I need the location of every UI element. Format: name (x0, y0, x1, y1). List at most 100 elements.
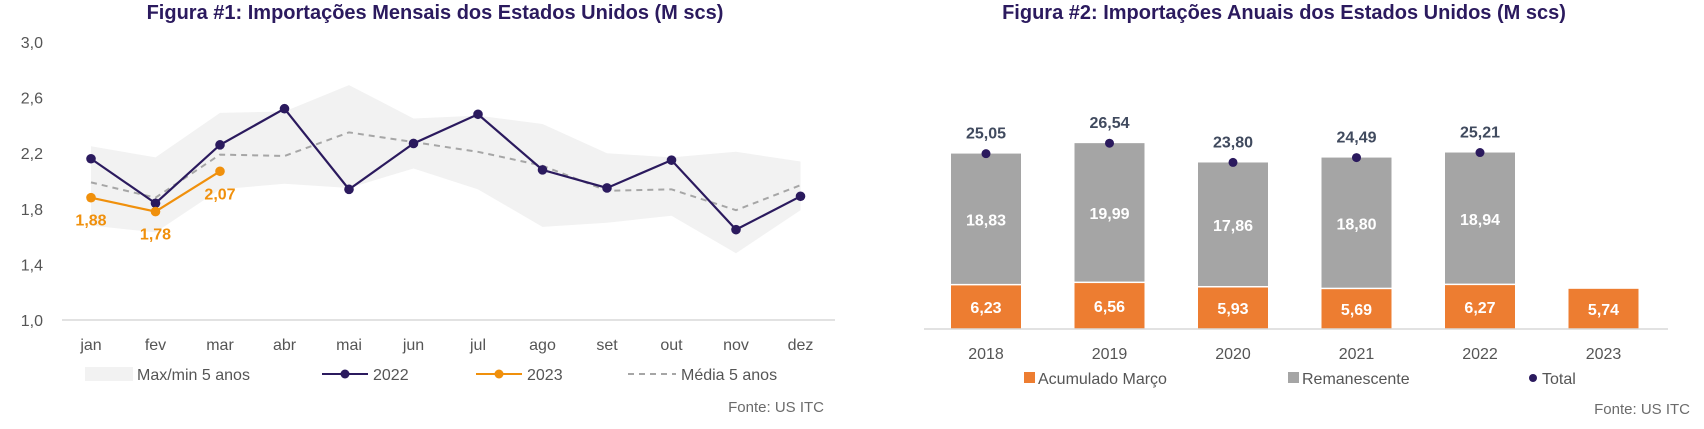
series-2023-point (215, 166, 225, 177)
total-label: 23,80 (1213, 134, 1253, 151)
bar-remaining (1445, 152, 1515, 284)
bar-accumulated (1198, 287, 1268, 329)
bar-accumulated-label: 5,93 (1217, 301, 1248, 318)
legend-total-label: Total (1542, 371, 1576, 388)
series-2022-point (344, 184, 354, 195)
chart2-x-tick: 2021 (1339, 346, 1375, 363)
bar-accumulated-label: 6,27 (1464, 300, 1495, 317)
legend-accumulated-swatch (1024, 372, 1035, 383)
bar-remaining (1321, 157, 1392, 288)
legend-accumulated-label: Acumulado Março (1038, 371, 1167, 388)
series-2022-point (150, 198, 161, 209)
chart1-y-ticks: 1,0 1,4 1,8 2,2 2,6 3,0 (21, 35, 43, 330)
legend-remaining-label: Remanescente (1302, 371, 1410, 388)
chart2-x-tick: 2019 (1092, 346, 1128, 363)
chart1-x-tick: nov (723, 337, 749, 354)
chart2-legend: Acumulado Março Remanescente Total (1024, 371, 1576, 388)
chart2-x-tick: 2022 (1462, 346, 1498, 363)
total-label: 25,21 (1460, 125, 1500, 142)
legend-2022-marker (340, 369, 350, 379)
chart1-y-tick: 2,6 (21, 91, 43, 108)
series-2023-point (150, 206, 161, 217)
chart1-x-tick: mai (336, 337, 362, 354)
chart1-x-ticks: jan fev mar abr mai jun jul ago set out nov dez (79, 337, 813, 354)
chart1-band-layer (91, 85, 801, 254)
monthly-imports-chart: Figura #1: Importações Mensais dos Estad… (21, 2, 835, 416)
chart1-x-tick: mar (206, 337, 234, 354)
series-2023-data-label: 1,78 (140, 227, 171, 244)
chart1-y-tick: 1,0 (21, 313, 43, 330)
chart2-bars: 6,23 18,83 25,05 6,56 19,99 26,54 5,93 17,86 23,… (951, 115, 1639, 329)
chart1-legend: Max/min 5 anos 2022 2023 Média 5 anos (85, 367, 777, 384)
series-2022-point (215, 140, 225, 150)
series-2022-point (86, 153, 96, 164)
chart1-band (91, 85, 801, 254)
total-label: 25,05 (966, 126, 1006, 143)
total-marker (1228, 157, 1238, 167)
bar-accumulated-label: 5,74 (1588, 302, 1619, 319)
chart1-x-tick: ago (529, 337, 556, 354)
series-2023-data-label: 1,88 (75, 213, 106, 230)
chart1-x-tick: fev (145, 337, 166, 354)
legend-band-swatch (85, 367, 133, 381)
bar-accumulated (1074, 283, 1145, 329)
chart1-lines: 1,88 1,78 2,07 (75, 103, 806, 244)
chart2-x-ticks: 2018 2019 2020 2021 2022 2023 (968, 346, 1621, 363)
bar-remaining-label: 17,86 (1213, 218, 1253, 235)
total-marker (1352, 153, 1361, 163)
bar-remaining-label: 18,80 (1336, 216, 1376, 233)
series-2022-point (666, 155, 677, 165)
legend-avg-label: Média 5 anos (681, 367, 777, 384)
series-2023-data-label: 2,07 (204, 186, 235, 203)
chart1-title: Figura #1: Importações Mensais dos Estad… (147, 2, 724, 24)
chart1-x-tick: jan (79, 337, 101, 354)
bar-accumulated-label: 6,23 (970, 300, 1001, 317)
series-2022-point (537, 165, 548, 175)
series-2022-point (473, 109, 483, 120)
series-2022-point (602, 183, 612, 193)
bar-remaining-label: 19,99 (1089, 206, 1129, 223)
bar-accumulated-label: 6,56 (1094, 299, 1125, 316)
series-2022-point (408, 138, 419, 149)
total-label: 24,49 (1336, 130, 1376, 147)
legend-total-marker (1529, 374, 1537, 382)
chart2-x-tick: 2018 (968, 346, 1004, 363)
chart1-x-tick: set (596, 337, 618, 354)
bar-accumulated (1321, 289, 1392, 329)
series-2022-point (731, 224, 741, 235)
series-2022-line (90, 107, 802, 232)
bar-remaining (1198, 162, 1268, 286)
chart1-x-tick: dez (788, 337, 814, 354)
total-marker (1475, 148, 1485, 158)
legend-2023-marker (494, 369, 504, 379)
chart1-y-tick: 2,2 (21, 146, 43, 163)
chart2-source: Fonte: US ITC (1594, 401, 1690, 418)
chart2-title: Figura #2: Importações Anuais dos Estado… (1002, 2, 1566, 24)
chart1-x-tick: jun (402, 337, 424, 354)
bar-accumulated (1568, 288, 1639, 329)
bar-accumulated-label: 5,69 (1341, 302, 1372, 319)
series-2022-point (279, 103, 290, 114)
chart1-y-tick: 3,0 (21, 35, 43, 52)
annual-imports-chart: Figura #2: Importações Anuais dos Estado… (924, 2, 1690, 418)
chart1-x-tick: abr (273, 337, 297, 354)
chart2-x-tick: 2020 (1215, 346, 1251, 363)
total-marker (1105, 138, 1114, 148)
bar-accumulated (951, 285, 1021, 329)
chart1-x-tick: jul (469, 337, 486, 354)
chart1-source: Fonte: US ITC (728, 399, 824, 416)
series-2022-point (795, 191, 806, 202)
legend-2022-label: 2022 (373, 367, 409, 384)
bar-remaining (1074, 143, 1145, 282)
bar-remaining (951, 153, 1021, 284)
bar-remaining-label: 18,94 (1460, 212, 1500, 229)
chart1-x-tick: out (660, 337, 683, 354)
chart1-y-tick: 1,8 (21, 202, 43, 219)
total-label: 26,54 (1089, 115, 1129, 132)
bar-accumulated (1445, 285, 1515, 329)
chart2-x-tick: 2023 (1586, 346, 1622, 363)
bar-remaining-label: 18,83 (966, 212, 1006, 229)
series-2023-point (86, 192, 96, 203)
legend-band-label: Max/min 5 anos (137, 367, 250, 384)
